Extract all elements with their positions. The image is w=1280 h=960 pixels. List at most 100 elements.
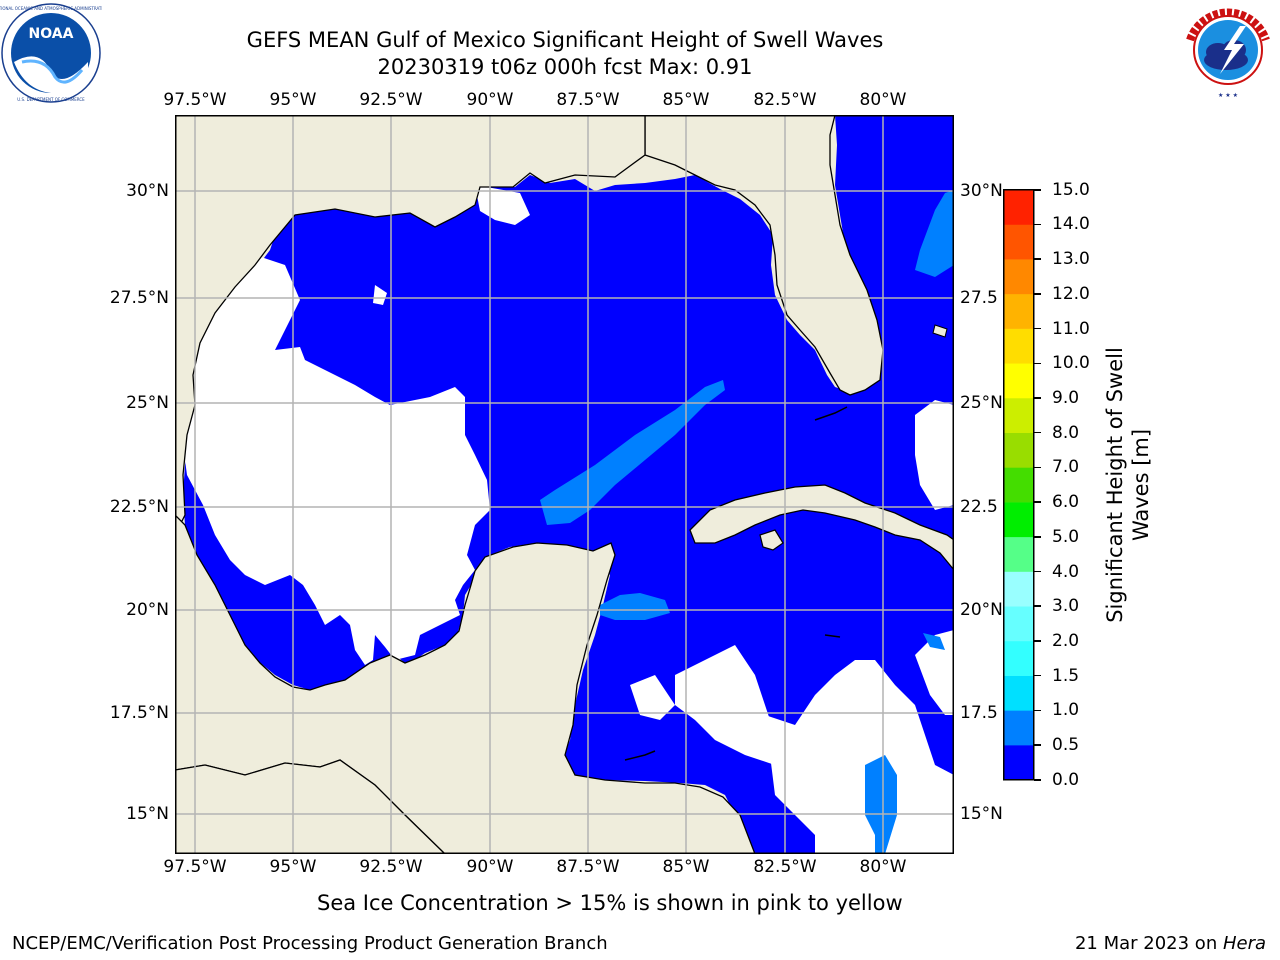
lat-tick-label: 30°N bbox=[126, 181, 169, 201]
colorbar-tick-mark bbox=[1034, 501, 1041, 503]
colorbar-tick-mark bbox=[1034, 779, 1041, 781]
colorbar-segment bbox=[1003, 467, 1034, 503]
lat-tick-label: 27.5°N bbox=[109, 288, 169, 308]
colorbar-tick-label: 6.0 bbox=[1052, 492, 1080, 513]
lat-tick-label: 22.5°N bbox=[109, 497, 169, 517]
colorbar-tick-mark bbox=[1034, 605, 1041, 607]
lat-tick-label: 27.5 bbox=[960, 288, 998, 308]
colorbar-tick-label: 4.0 bbox=[1052, 561, 1080, 582]
colorbar-segment bbox=[1003, 224, 1034, 260]
lon-tick-label: 95°W bbox=[269, 857, 317, 877]
lat-tick-label: 25°N bbox=[960, 393, 1003, 413]
colorbar-tick-mark bbox=[1034, 744, 1041, 746]
graticule bbox=[175, 115, 954, 854]
colorbar-segment bbox=[1003, 259, 1034, 295]
lon-tick-label: 92.5°W bbox=[359, 857, 423, 877]
colorbar-segment bbox=[1003, 328, 1034, 364]
lon-tick-label: 85°W bbox=[662, 90, 710, 110]
colorbar-segment bbox=[1003, 675, 1034, 711]
colorbar-tick-label: 10.0 bbox=[1052, 353, 1090, 374]
lon-tick-label: 97.5°W bbox=[163, 857, 227, 877]
noaa-logo-icon: NOAA NATIONAL OCEANIC AND ATMOSPHERIC AD… bbox=[0, 3, 102, 103]
no-data-caribbean bbox=[765, 660, 954, 854]
colorbar-tick-label: 1.0 bbox=[1052, 700, 1080, 721]
colorbar-tick-label: 0.0 bbox=[1052, 769, 1080, 790]
lon-tick-label: 87.5°W bbox=[556, 857, 620, 877]
lat-tick-label: 17.5°N bbox=[109, 703, 169, 723]
colorbar-segment bbox=[1003, 293, 1034, 329]
no-data-patch bbox=[373, 285, 387, 305]
sea-ice-note: Sea Ice Concentration > 15% is shown in … bbox=[317, 891, 903, 915]
colorbar-tick-mark bbox=[1034, 640, 1041, 642]
colorbar-tick-mark bbox=[1034, 223, 1041, 226]
swell-field-atlantic bbox=[835, 115, 954, 415]
colorbar-tick-label: 8.0 bbox=[1052, 422, 1080, 443]
svg-text:NATIONAL OCEANIC AND ATMOSPHER: NATIONAL OCEANIC AND ATMOSPHERIC ADMINIS… bbox=[0, 6, 102, 11]
colorbar-tick-label: 1.5 bbox=[1052, 665, 1080, 686]
lon-tick-label: 80°W bbox=[859, 857, 907, 877]
colorbar-segment bbox=[1003, 640, 1034, 676]
colorbar-tick-mark bbox=[1034, 674, 1041, 677]
swell-field-0.5-1.0 bbox=[923, 633, 945, 650]
lon-tick-label: 95°W bbox=[269, 90, 317, 110]
colorbar-segment bbox=[1003, 571, 1034, 607]
colorbar-tick-label: 13.0 bbox=[1052, 249, 1090, 270]
land-central-america bbox=[175, 759, 446, 854]
colorbar-tick-mark bbox=[1034, 258, 1041, 260]
land-us-gulf-coast bbox=[175, 115, 646, 536]
lon-tick-label: 80°W bbox=[859, 90, 907, 110]
lat-tick-label: 25°N bbox=[126, 393, 169, 413]
colorbar-tick-label: 12.0 bbox=[1052, 283, 1090, 304]
swell-field-0.5-1.0 bbox=[915, 190, 954, 277]
colorbar-tick-mark bbox=[1034, 397, 1041, 399]
colorbar-tick-label: 5.0 bbox=[1052, 526, 1080, 547]
lon-tick-label: 90°W bbox=[466, 90, 514, 110]
colorbar-segment bbox=[1003, 606, 1034, 642]
colorbar-tick-mark bbox=[1034, 362, 1041, 365]
lat-tick-label: 20°N bbox=[960, 600, 1003, 620]
colorbar-segment bbox=[1003, 363, 1034, 399]
no-data-caribbean bbox=[630, 675, 675, 720]
colorbar-tick-mark bbox=[1034, 536, 1041, 538]
map-frame bbox=[175, 115, 954, 854]
lat-tick-label: 17.5 bbox=[960, 703, 998, 723]
colorbar-segment bbox=[1003, 189, 1034, 225]
colorbar-segment bbox=[1003, 710, 1034, 746]
colorbar-tick-mark bbox=[1034, 327, 1041, 330]
lon-tick-label: 82.5°W bbox=[753, 90, 817, 110]
land-keys bbox=[814, 406, 848, 421]
colorbar-tick-label: 15.0 bbox=[1052, 179, 1090, 200]
lat-tick-label: 15°N bbox=[126, 804, 169, 824]
no-data-caribbean bbox=[915, 630, 954, 715]
swell-field-0.5-1.0 bbox=[540, 380, 725, 525]
colorbar-tick-mark bbox=[1034, 293, 1041, 295]
map-panel bbox=[175, 115, 954, 854]
lat-tick-label: 15°N bbox=[960, 804, 1003, 824]
no-data-caribbean bbox=[915, 400, 954, 510]
lon-tick-label: 85°W bbox=[662, 857, 710, 877]
colorbar bbox=[1003, 189, 1035, 781]
colorbar-segment bbox=[1003, 502, 1034, 538]
map-subtitle: 20230319 t06z 000h fcst Max: 0.91 bbox=[377, 55, 753, 79]
lon-tick-label: 90°W bbox=[466, 857, 514, 877]
footer-host: Hera bbox=[1222, 933, 1266, 954]
colorbar-tick-label: 2.0 bbox=[1052, 630, 1080, 651]
no-data-caribbean bbox=[675, 645, 775, 765]
colorbar-tick-label: 0.5 bbox=[1052, 735, 1080, 756]
lat-tick-label: 22.5 bbox=[960, 497, 998, 517]
colorbar-label-line1: Significant Height of Swell bbox=[1103, 347, 1127, 623]
colorbar-tick-label: 3.0 bbox=[1052, 596, 1080, 617]
svg-text:★ ★ ★: ★ ★ ★ bbox=[1218, 92, 1238, 99]
colorbar-tick-mark bbox=[1034, 570, 1041, 573]
svg-text:U.S. DEPARTMENT OF COMMERCE: U.S. DEPARTMENT OF COMMERCE bbox=[17, 97, 85, 102]
lon-tick-label: 82.5°W bbox=[753, 857, 817, 877]
colorbar-segment bbox=[1003, 432, 1034, 468]
land-isle-of-youth bbox=[759, 529, 784, 551]
lon-tick-label: 97.5°W bbox=[163, 90, 227, 110]
lat-tick-label: 20°N bbox=[126, 600, 169, 620]
no-data-western-gulf bbox=[183, 255, 490, 665]
no-data-patch bbox=[475, 185, 530, 225]
colorbar-tick-mark bbox=[1034, 466, 1041, 469]
colorbar-tick-mark bbox=[1034, 189, 1041, 191]
lat-tick-label: 30°N bbox=[960, 181, 1003, 201]
